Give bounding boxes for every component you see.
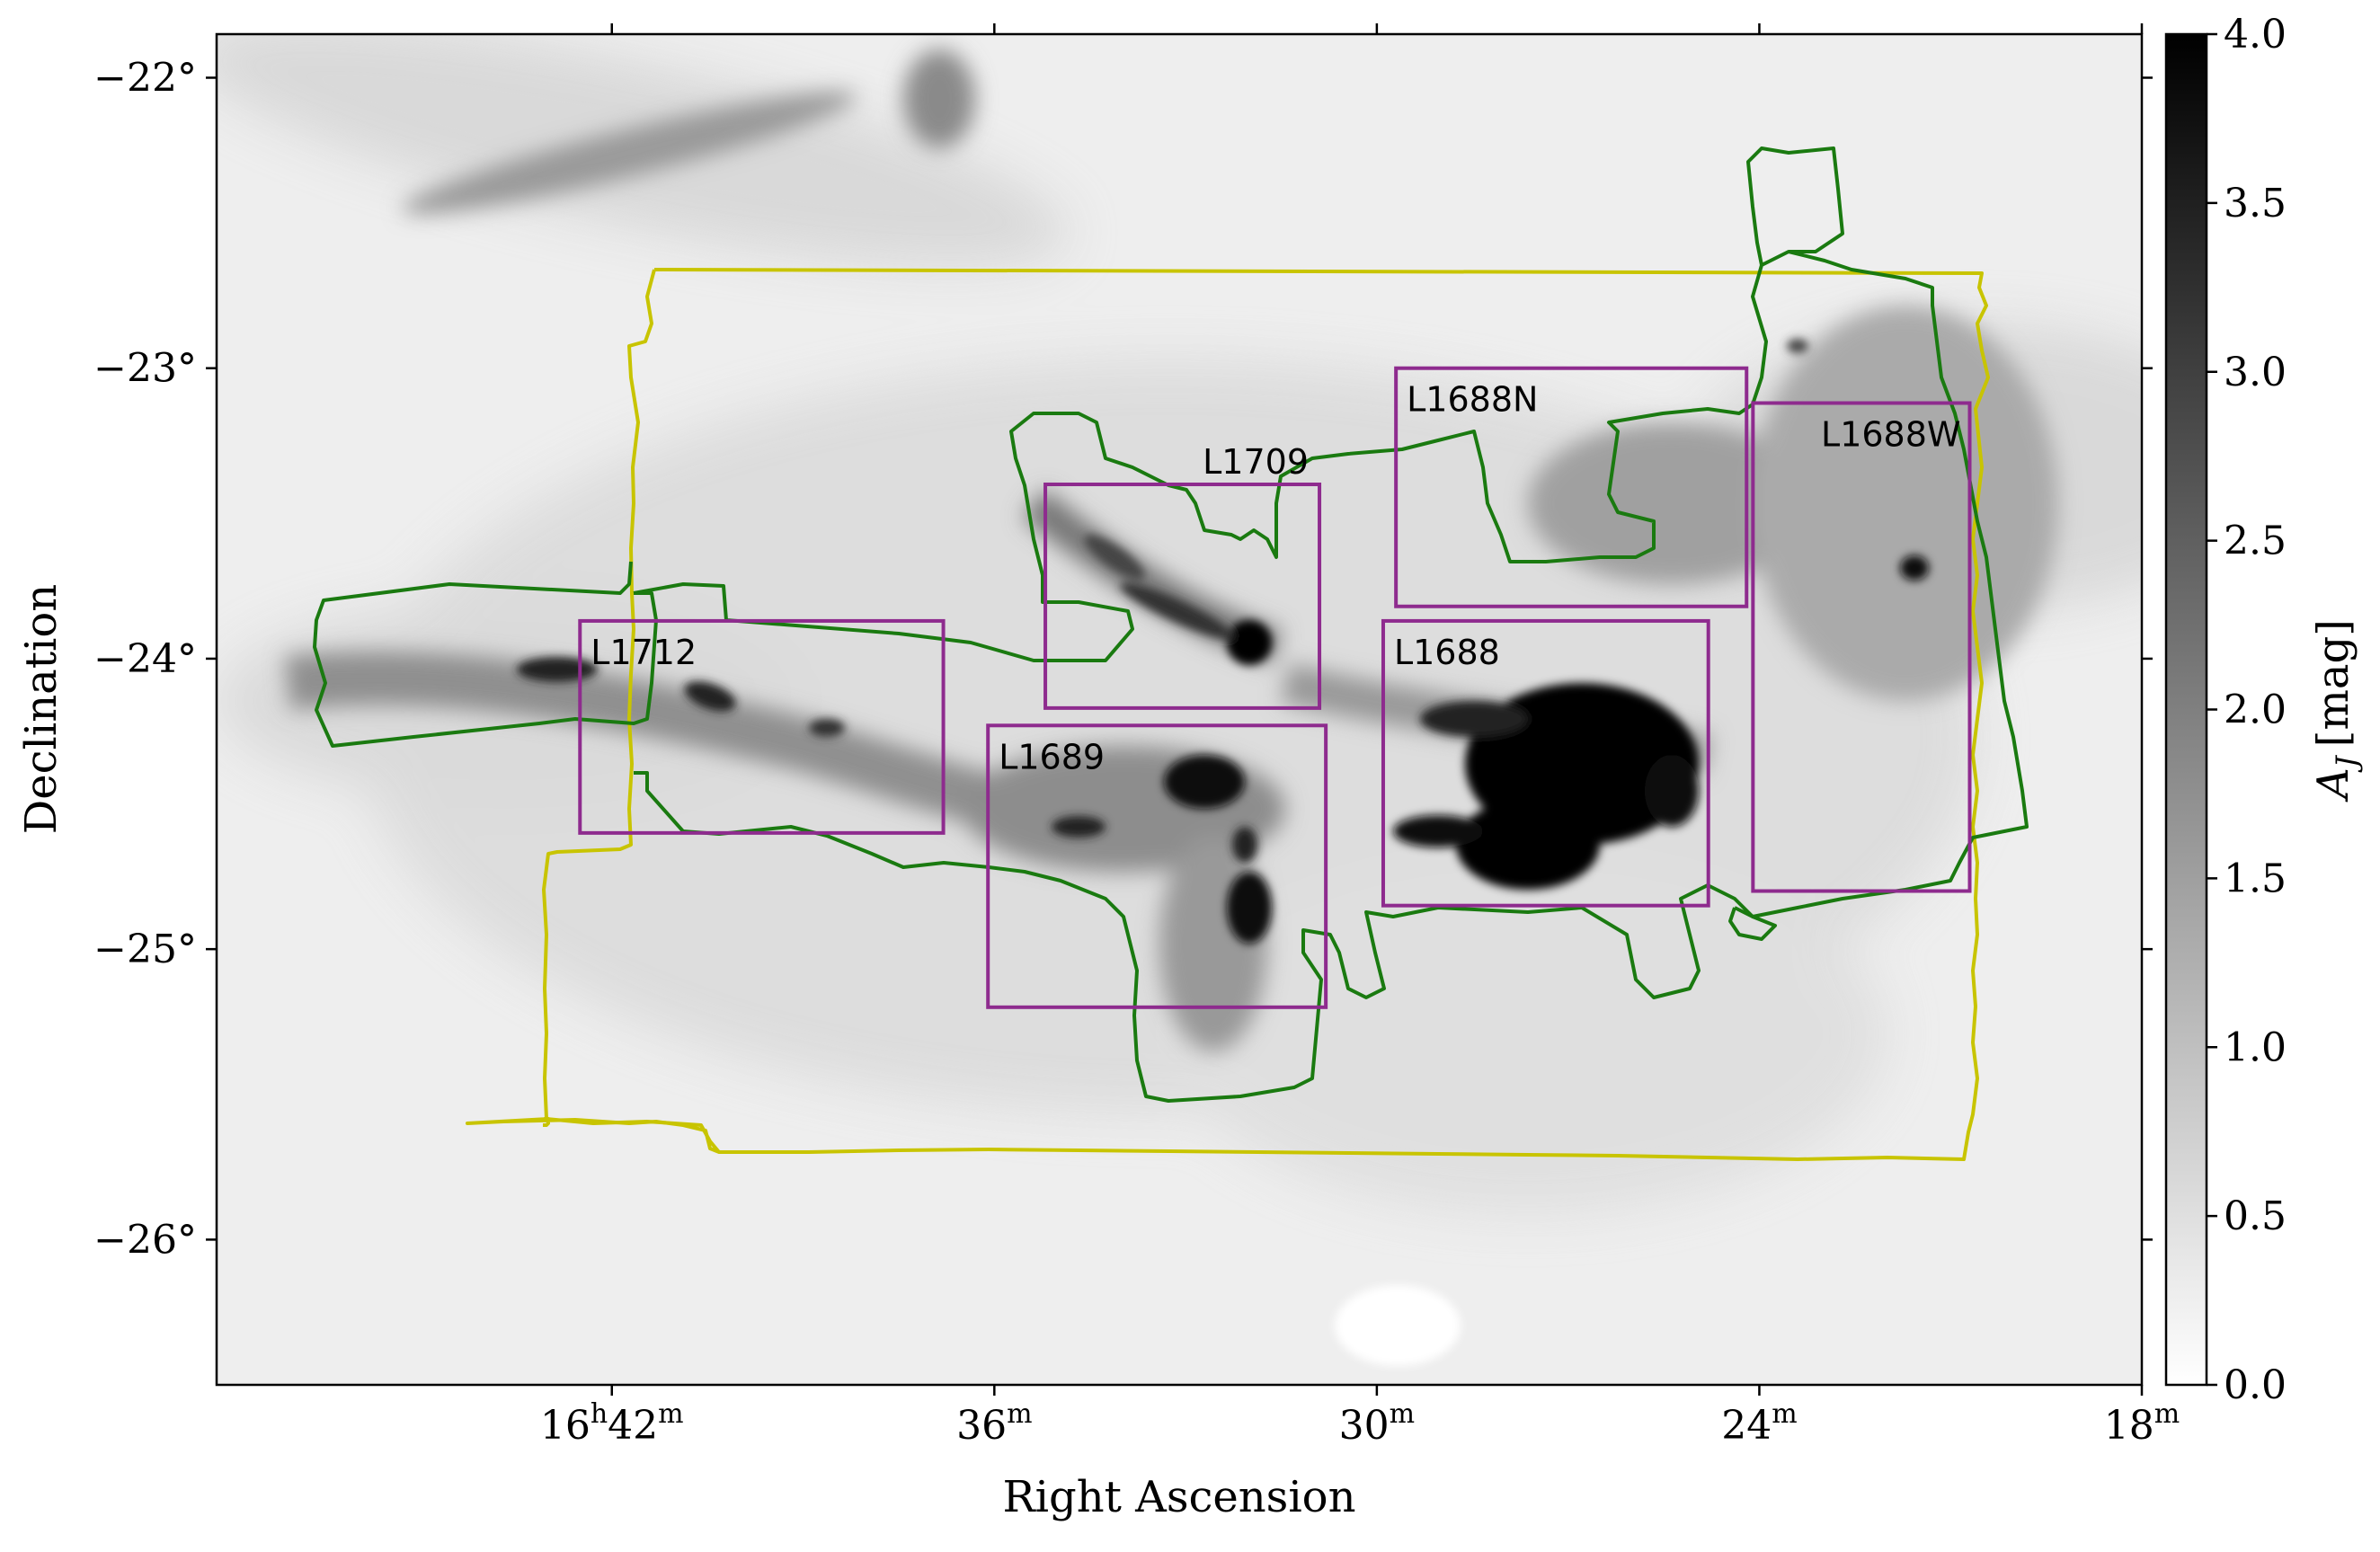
colorbar-label-subscript: J — [2330, 754, 2364, 773]
green-contour-main — [633, 250, 2029, 1103]
x-tick-label: 18m — [2104, 1398, 2180, 1449]
region-label-l1689: L1689 — [999, 737, 1105, 776]
colorbar-tick-label: 3.0 — [2224, 350, 2287, 395]
colorbar-tick-label: 4.0 — [2224, 12, 2287, 58]
colorbar-ticks: 0.0 0.5 1.0 1.5 2.0 2.5 3.0 3.5 4.0 — [2207, 12, 2287, 1408]
x-tick-label: 36m — [956, 1398, 1032, 1449]
colorbar-label: AJ [mag] — [2308, 619, 2364, 803]
region-label-l1709: L1709 — [1203, 442, 1309, 482]
region-label-l1688w: L1688W — [1821, 414, 1960, 454]
x-tick-label: 16h42m — [540, 1398, 684, 1449]
green-contour-small-loop — [1728, 906, 1777, 941]
yellow-contour-line-2 — [542, 269, 721, 1154]
colorbar-tick-label: 3.5 — [2224, 181, 2287, 226]
region-box-l1688n — [1394, 366, 1749, 608]
region-box-l1688 — [1381, 618, 1710, 908]
colorbar-tick-label: 1.0 — [2224, 1024, 2287, 1070]
colorbar-label-symbol: A — [2308, 767, 2358, 803]
colorbar-tick-label: 2.0 — [2224, 687, 2287, 733]
x-tick-label: 30m — [1339, 1398, 1415, 1449]
colorbar-tick-label: 1.5 — [2224, 856, 2287, 901]
region-label-l1688n: L1688N — [1407, 380, 1538, 420]
colorbar-tick-label: 2.5 — [2224, 519, 2287, 564]
region-boxes: L1712 L1709 L1689 L1688N L1688 L1688W — [578, 366, 1972, 1009]
green-footprint-contour — [313, 146, 2029, 1103]
region-box-l1712 — [578, 618, 946, 835]
y-tick-label: −22° — [93, 55, 197, 101]
y-tick-label: −23° — [93, 346, 197, 392]
region-label-l1688: L1688 — [1394, 633, 1500, 672]
extinction-map-image — [217, 34, 2142, 1385]
green-contour-north-spur — [1746, 146, 1844, 266]
colorbar-gradient — [2164, 32, 2208, 1387]
region-box-l1709 — [1043, 483, 1322, 710]
y-tick-label: −24° — [93, 636, 197, 682]
yellow-footprint-contour — [466, 268, 1990, 1161]
colorbar: 0.0 0.5 1.0 1.5 2.0 2.5 3.0 3.5 4.0 AJ [mag] — [2164, 12, 2364, 1408]
x-tick-label: 24m — [1721, 1398, 1797, 1449]
colorbar-label-unit: [mag] — [2308, 619, 2358, 747]
y-tick-label: −25° — [93, 927, 197, 972]
region-box-l1688w — [1751, 401, 1972, 893]
region-label-l1712: L1712 — [591, 633, 697, 672]
y-tick-label: −26° — [93, 1217, 197, 1263]
colorbar-tick-label: 0.5 — [2224, 1193, 2287, 1239]
region-box-l1689 — [986, 723, 1328, 1009]
y-axis-ticks: −22° −23° −24° −25° −26° — [93, 55, 2153, 1263]
x-axis-label: Right Ascension — [1003, 1472, 1356, 1522]
y-axis-label: Declination — [16, 584, 67, 834]
plot-frame — [215, 32, 2144, 1387]
x-axis-ticks: 16h42m 36m 30m 24m 18m — [540, 23, 2180, 1449]
yellow-contour-line — [466, 268, 1990, 1161]
green-contour-west-arm — [313, 561, 658, 748]
colorbar-tick-label: 0.0 — [2224, 1362, 2287, 1408]
